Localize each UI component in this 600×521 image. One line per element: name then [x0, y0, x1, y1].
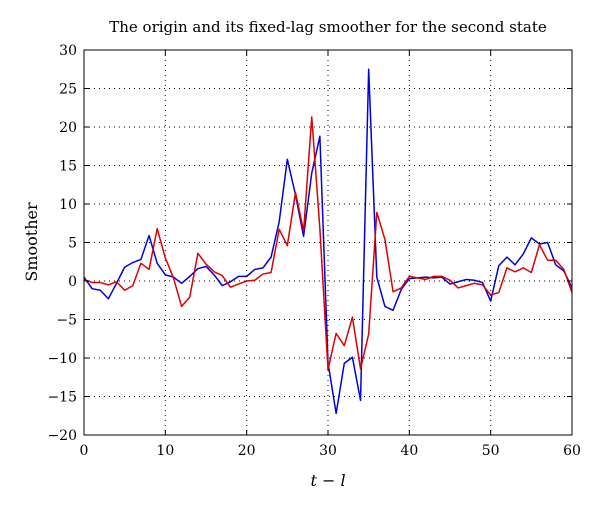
x-tick-label: 50	[482, 443, 500, 459]
x-tick-label: 40	[400, 443, 418, 459]
y-tick-label: 10	[59, 197, 77, 213]
y-axis-label: Smoother	[22, 202, 41, 282]
ticks	[83, 49, 573, 436]
x-axis-label: t − l	[310, 471, 345, 490]
chart-title: The origin and its fixed-lag smoother fo…	[109, 18, 547, 36]
y-tick-label: 15	[59, 159, 77, 175]
series-line-2	[83, 116, 573, 371]
y-tick-label: 20	[59, 120, 77, 136]
x-tick-label: 30	[319, 443, 337, 459]
x-tick-label: 20	[238, 443, 256, 459]
y-tick-label: −10	[47, 351, 77, 367]
x-tick-label: 60	[563, 443, 581, 459]
grid	[84, 50, 572, 435]
y-tick-label: −15	[47, 390, 77, 406]
x-tick-label: 10	[156, 443, 174, 459]
series-layer	[83, 68, 573, 415]
tick-labels: 0 10 20 30 40 50 60 −20 −15 −10 −5 0 5 10 15 20 25 30	[47, 43, 580, 459]
y-tick-label: 25	[59, 82, 77, 98]
y-tick-label: −20	[47, 428, 77, 444]
plot-frame	[83, 49, 573, 436]
y-tick-label: −5	[56, 313, 77, 329]
y-tick-label: 5	[68, 236, 77, 252]
y-tick-label: 0	[68, 274, 77, 290]
x-tick-label: 0	[80, 443, 89, 459]
y-tick-label: 30	[59, 43, 77, 59]
